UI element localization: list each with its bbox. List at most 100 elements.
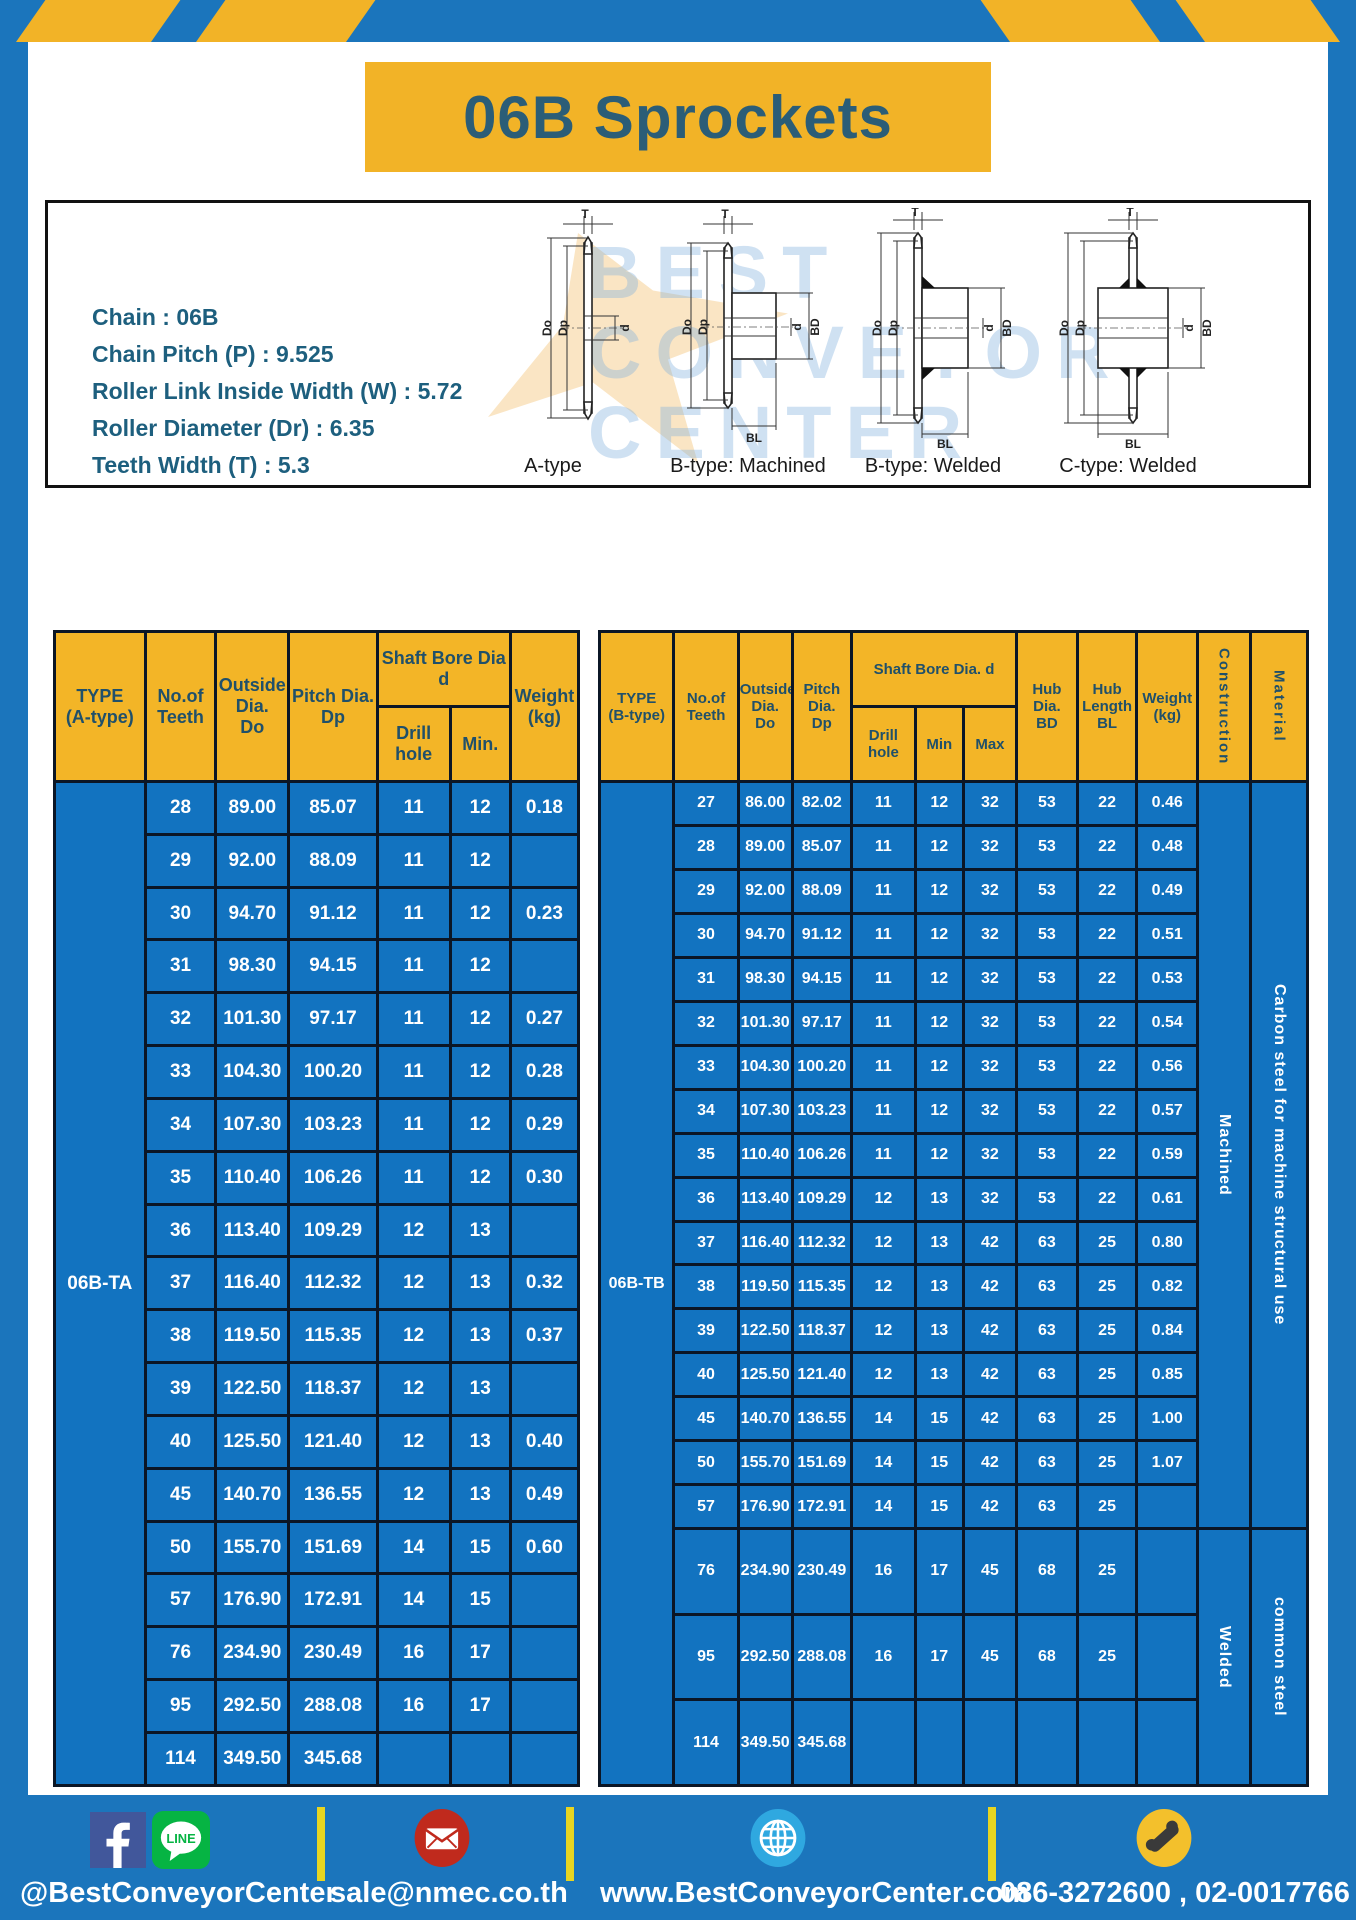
- data-cell: 22: [1075, 911, 1139, 959]
- svg-text:BD: BD: [1200, 319, 1214, 337]
- data-cell: 136.55: [287, 1466, 379, 1523]
- data-cell: 15: [448, 1572, 512, 1629]
- data-cell: 11: [850, 780, 917, 827]
- data-cell: 42: [961, 1307, 1018, 1355]
- data-cell: 0.30: [508, 1149, 581, 1206]
- material-cell: common steel: [1249, 1527, 1309, 1787]
- data-cell: 0.57: [1135, 1087, 1200, 1135]
- table-row: 40 125.50 121.40 12 13 42 63 25 0.85: [600, 1351, 1308, 1399]
- data-cell: 103.23: [287, 1096, 379, 1153]
- social-handle[interactable]: @BestConveyorCenter: [20, 1877, 337, 1909]
- data-cell: 230.49: [287, 1625, 379, 1682]
- data-cell: 136.55: [790, 1395, 854, 1443]
- data-cell: 98.30: [214, 938, 291, 995]
- data-cell: 35: [672, 1131, 740, 1179]
- email-address[interactable]: sale@nmec.co.th: [330, 1877, 568, 1909]
- svg-text:Dp: Dp: [886, 320, 900, 336]
- data-cell: 89.00: [214, 780, 291, 836]
- data-cell: 112.32: [287, 1255, 379, 1312]
- data-cell: 11: [850, 823, 917, 871]
- data-cell: 12: [913, 1131, 965, 1179]
- svg-text:Dp: Dp: [696, 319, 710, 335]
- data-cell: 11: [850, 1131, 917, 1179]
- table-row: 95 292.50 288.08 16 17 45 68 25: [600, 1612, 1308, 1702]
- data-cell: 32: [961, 1131, 1018, 1179]
- data-cell: 53: [1014, 955, 1079, 1003]
- footer-divider: [566, 1807, 574, 1881]
- data-cell: 12: [850, 1307, 917, 1355]
- data-cell: 53: [1014, 1175, 1079, 1223]
- data-cell: [508, 1572, 581, 1629]
- table-row: 57 176.90 172.91 14 15 42 63 25: [600, 1483, 1308, 1531]
- data-cell: 12: [913, 911, 965, 959]
- data-cell: 25: [1075, 1263, 1139, 1311]
- col-header-weight: Weight (kg): [508, 630, 581, 783]
- data-cell: 42: [961, 1263, 1018, 1311]
- data-cell: 91.12: [287, 885, 379, 942]
- data-cell: 114: [672, 1698, 740, 1787]
- data-cell: 25: [1075, 1351, 1139, 1399]
- svg-text:BD: BD: [1000, 319, 1014, 337]
- b-type-table: TYPE (B-type) No.of Teeth Outside Dia. D…: [597, 630, 1309, 1787]
- data-cell: 100.20: [790, 1043, 854, 1091]
- phone-numbers[interactable]: 086-3272600 , 02-0017766: [1000, 1877, 1350, 1909]
- data-cell: 0.53: [1135, 955, 1200, 1003]
- table-row: 38 119.50 115.35 12 13 42 63 25 0.82: [600, 1263, 1308, 1311]
- data-cell: 50: [143, 1519, 218, 1576]
- data-cell: 22: [1075, 955, 1139, 1003]
- data-cell: 37: [672, 1219, 740, 1267]
- email-icon[interactable]: [413, 1809, 471, 1867]
- data-cell: 32: [961, 911, 1018, 959]
- data-cell: 25: [1075, 1439, 1139, 1487]
- data-cell: 32: [961, 823, 1018, 871]
- data-cell: 234.90: [214, 1625, 291, 1682]
- table-row: 37 116.40 112.32 12 13 0.32: [55, 1255, 581, 1312]
- table-row: 32 101.30 97.17 11 12 0.27: [55, 991, 581, 1048]
- data-cell: 25: [1075, 1219, 1139, 1267]
- phone-icon[interactable]: [1135, 1809, 1193, 1867]
- data-cell: 140.70: [214, 1466, 291, 1523]
- table-row: 34 107.30 103.23 11 12 0.29: [55, 1096, 581, 1153]
- data-cell: 88.09: [790, 867, 854, 915]
- globe-icon[interactable]: [749, 1809, 807, 1867]
- data-cell: 12: [913, 1043, 965, 1091]
- table-row: 50 155.70 151.69 14 15 0.60: [55, 1519, 581, 1576]
- col-header-drill-hole: Drill hole: [375, 705, 452, 783]
- col-header-hub-dia: Hub Dia. BD: [1014, 630, 1079, 783]
- data-cell: 15: [913, 1439, 965, 1487]
- data-cell: 12: [448, 1096, 512, 1153]
- table-row: 114 349.50 345.68: [600, 1698, 1308, 1787]
- data-cell: 63: [1014, 1395, 1079, 1443]
- data-cell: 42: [961, 1395, 1018, 1443]
- construction-cell: Welded: [1196, 1527, 1253, 1787]
- col-header-drill-hole: Drill hole: [850, 705, 917, 783]
- table-row: 35 110.40 106.26 11 12 32 53 22 0.59: [600, 1131, 1308, 1179]
- data-cell: 22: [1075, 867, 1139, 915]
- data-cell: 17: [913, 1527, 965, 1616]
- data-cell: 109.29: [287, 1202, 379, 1259]
- line-icon[interactable]: LINE: [152, 1811, 210, 1869]
- data-cell: 13: [913, 1175, 965, 1223]
- data-cell: 17: [448, 1678, 512, 1734]
- data-cell: 89.00: [736, 823, 794, 871]
- website-url[interactable]: www.BestConveyorCenter.com: [600, 1877, 1030, 1909]
- data-cell: 113.40: [736, 1175, 794, 1223]
- data-cell: 12: [375, 1413, 452, 1470]
- data-cell: [1135, 1698, 1200, 1787]
- facebook-icon[interactable]: [90, 1812, 146, 1868]
- data-cell: 125.50: [214, 1413, 291, 1470]
- data-cell: 76: [143, 1625, 218, 1682]
- data-cell: 28: [672, 823, 740, 871]
- data-cell: 22: [1075, 1043, 1139, 1091]
- diagram-box: BEST CONVEYOR CENTER Chain : 06B Chain P…: [45, 200, 1311, 488]
- table-row: 28 89.00 85.07 11 12 32 53 22 0.48: [600, 823, 1308, 871]
- data-cell: 106.26: [287, 1149, 379, 1206]
- data-cell: 36: [143, 1202, 218, 1259]
- diagram-caption: B-type: Welded: [864, 455, 1002, 477]
- data-cell: 63: [1014, 1351, 1079, 1399]
- data-cell: 16: [375, 1625, 452, 1682]
- data-cell: 230.49: [790, 1527, 854, 1616]
- data-cell: 116.40: [736, 1219, 794, 1267]
- data-cell: 0.28: [508, 1044, 581, 1100]
- data-cell: 121.40: [790, 1351, 854, 1399]
